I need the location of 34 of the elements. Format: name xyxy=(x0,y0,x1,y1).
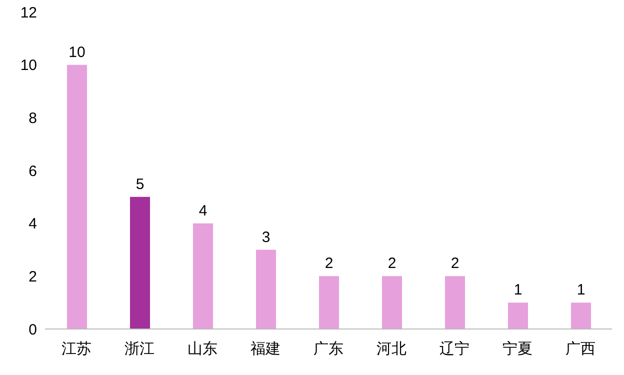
bar xyxy=(130,196,150,329)
y-tick-label: 8 xyxy=(28,110,37,127)
x-tick-label: 山东 xyxy=(188,340,218,358)
data-label: 3 xyxy=(262,228,270,246)
y-tick-label: 2 xyxy=(28,268,37,286)
x-tick-label: 江苏 xyxy=(62,340,92,358)
data-label: 1 xyxy=(576,282,586,299)
x-tick-label: 广东 xyxy=(314,340,344,358)
data-label: 5 xyxy=(136,176,144,193)
bar xyxy=(193,223,213,329)
bar xyxy=(571,302,591,329)
data-label: 2 xyxy=(324,255,334,272)
y-tick-label: 12 xyxy=(20,4,37,22)
x-tick-label: 浙江 xyxy=(124,340,154,358)
data-label: 10 xyxy=(68,44,86,61)
bar xyxy=(67,64,87,329)
data-label: 4 xyxy=(198,202,208,220)
x-tick-label: 广西 xyxy=(566,340,596,358)
y-tick-label: 10 xyxy=(20,57,37,74)
x-tick-label: 辽宁 xyxy=(440,340,470,358)
x-tick-label: 宁夏 xyxy=(502,340,532,358)
bar xyxy=(319,276,339,329)
data-label: 1 xyxy=(514,282,522,299)
data-label: 2 xyxy=(388,255,396,272)
x-tick-label: 福建 xyxy=(250,340,280,358)
bar xyxy=(256,250,276,329)
y-tick-label: 4 xyxy=(28,216,37,233)
y-tick-label: 6 xyxy=(28,162,37,180)
bar xyxy=(508,302,528,329)
data-label: 2 xyxy=(450,255,460,272)
y-tick-label: 0 xyxy=(28,321,37,338)
bar xyxy=(382,276,402,329)
x-tick-label: 河北 xyxy=(376,340,406,358)
bar xyxy=(445,276,465,329)
